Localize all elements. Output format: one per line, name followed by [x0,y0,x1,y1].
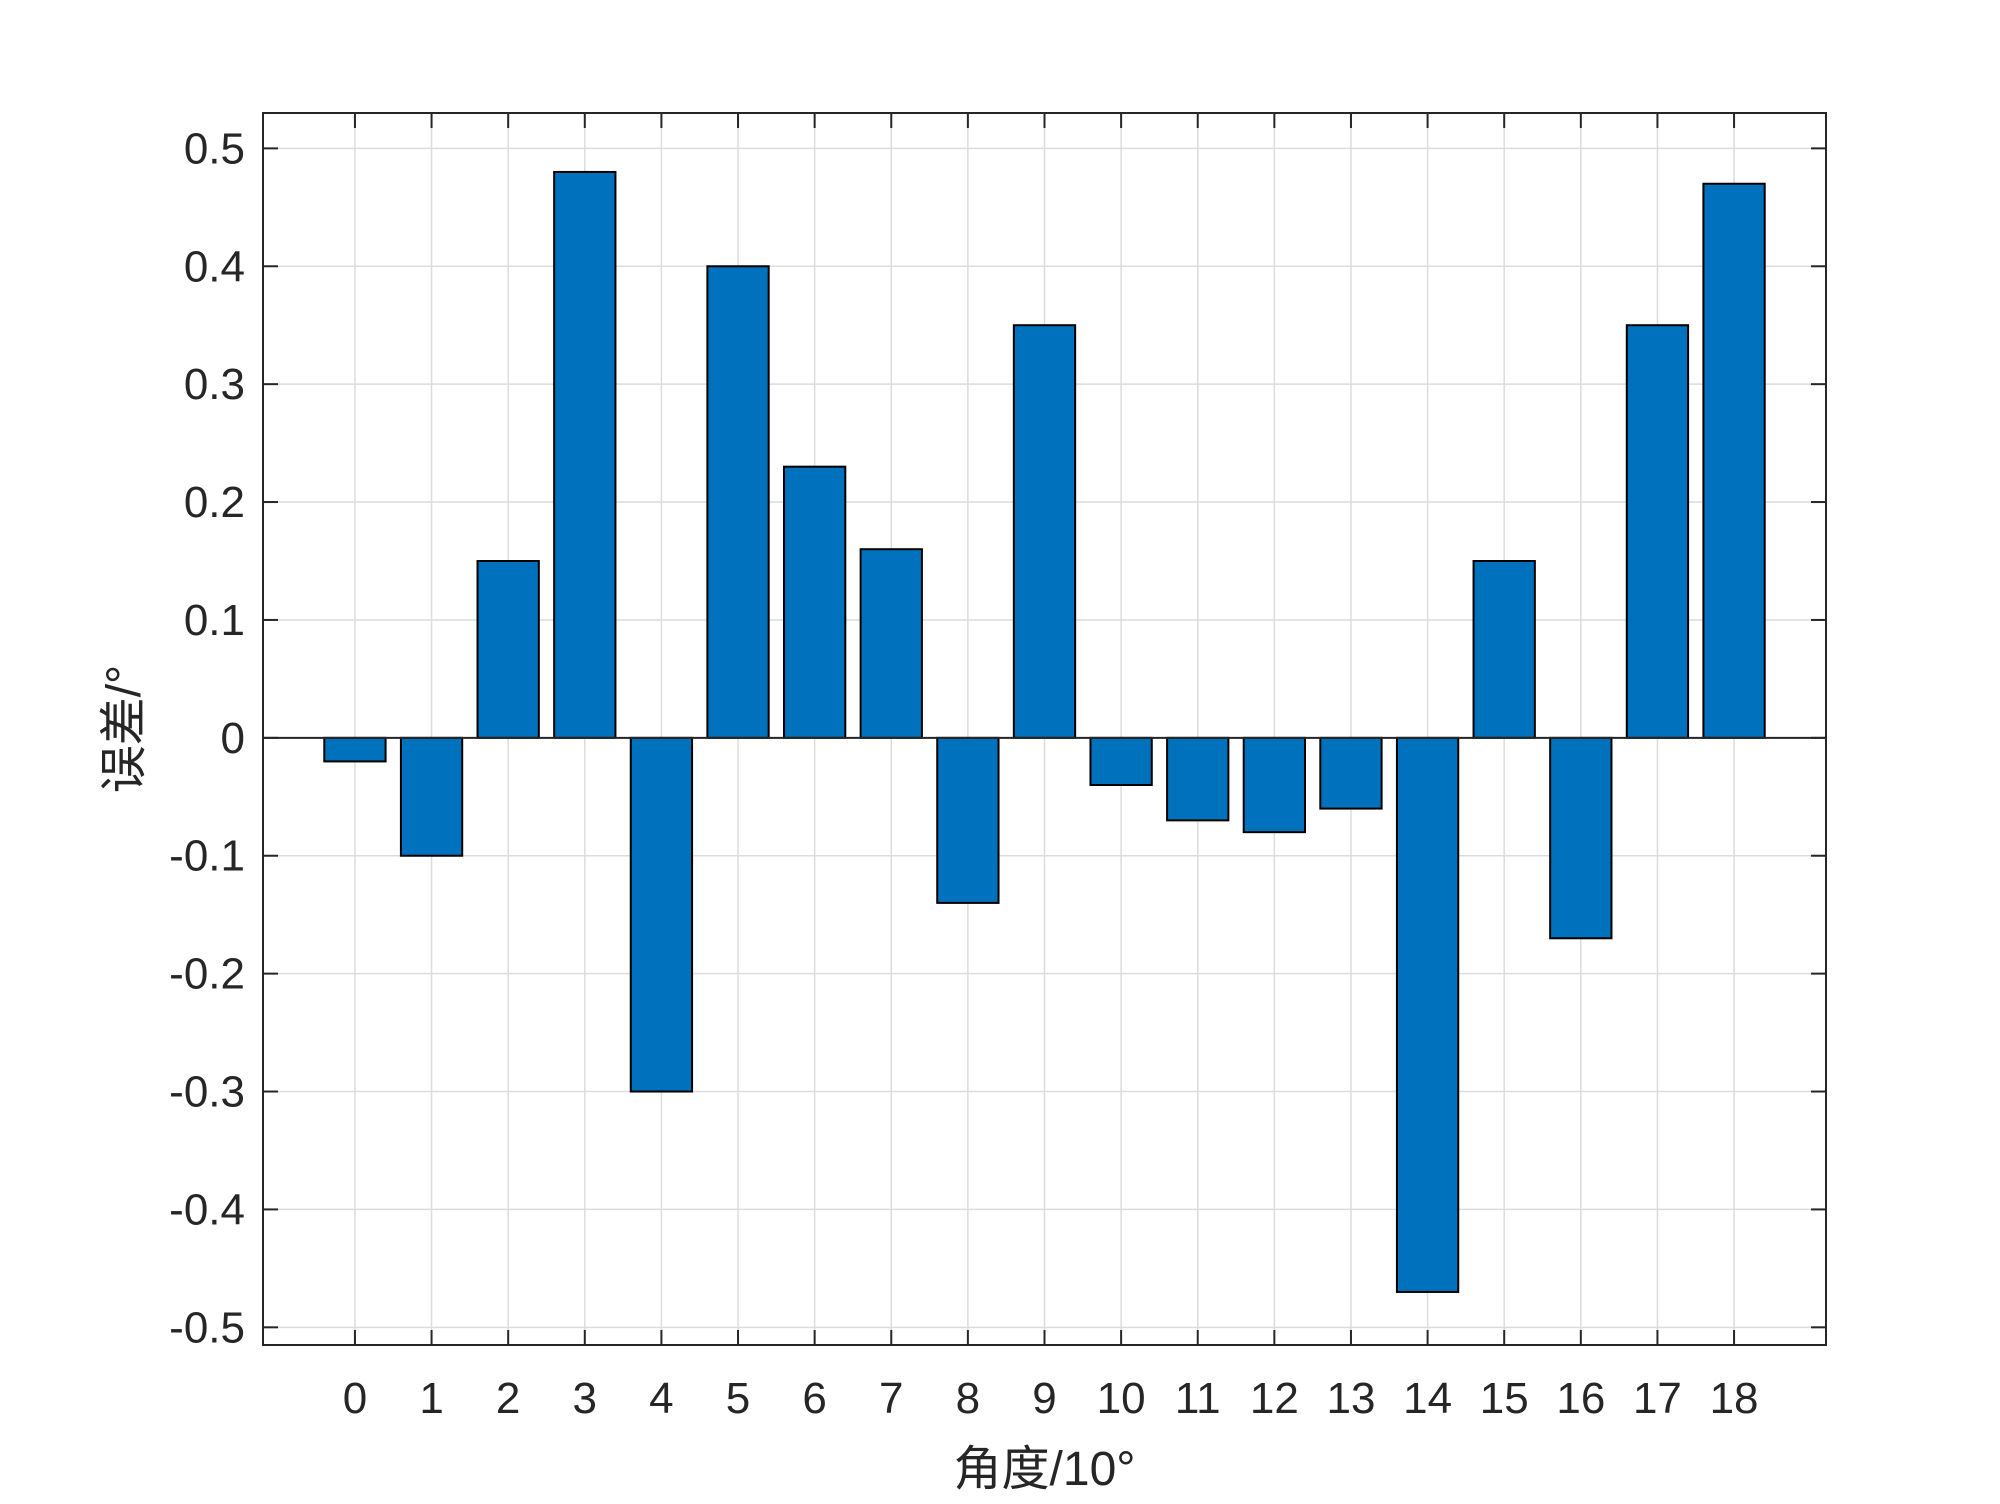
y-tick-label: -0.2 [169,950,245,999]
x-tick-label: 8 [956,1374,980,1423]
bar-10 [1089,736,1153,786]
bar-3 [553,170,617,739]
x-tick-label: 17 [1633,1374,1682,1423]
x-tick-label: 3 [573,1374,597,1423]
x-tick-label: 18 [1710,1374,1759,1423]
x-tick-label: 15 [1480,1374,1529,1423]
x-tick-label: 6 [802,1374,826,1423]
y-tick-label: 0.4 [184,242,245,291]
bar-8 [936,736,1000,904]
bar-7 [859,548,923,739]
bar-15 [1472,560,1536,739]
y-tick-label: 0.3 [184,360,245,409]
bar-17 [1625,324,1690,739]
y-tick-label: -0.1 [169,832,245,881]
x-tick-label: 5 [726,1374,750,1423]
bar-16 [1549,736,1613,940]
bar-13 [1319,736,1383,810]
y-tick-label: -0.5 [169,1303,245,1352]
bar-14 [1395,736,1460,1293]
x-tick-label: 10 [1097,1374,1146,1423]
bar-1 [399,736,464,857]
bar-layer [323,170,1766,1293]
x-tick-label: 11 [1175,1374,1221,1423]
x-tick-label: 14 [1403,1374,1452,1423]
x-tick-label: 16 [1556,1374,1605,1423]
bar-5 [706,265,770,739]
y-tick-label: -0.4 [169,1185,245,1234]
y-axis-label: 误差/° [98,665,151,794]
x-tick-label: 7 [879,1374,903,1423]
y-tick-label: 0.5 [184,124,245,173]
bar-18 [1702,182,1766,739]
x-axis-label: 角度/10° [954,1443,1136,1496]
y-tick-label: 0.2 [184,478,245,527]
x-tick-label: 2 [496,1374,520,1423]
axis-layer: -0.5-0.4-0.3-0.2-0.100.10.20.30.40.50 1 2 3… [169,112,1827,1423]
bar-6 [783,465,847,739]
x-tick-label: 1 [419,1374,443,1423]
x-tick-label: 12 [1250,1374,1299,1423]
bar-9 [1012,324,1077,739]
bar-12 [1242,736,1307,834]
y-tick-label: -0.3 [169,1068,245,1117]
bar-11 [1166,736,1230,822]
x-tick-label: 4 [649,1374,673,1423]
y-tick-label: 0 [221,714,245,763]
label-layer: 角度/10° 误差/° [98,665,1135,1496]
y-tick-label: 0.1 [184,596,245,645]
x-tick-label: 0 [343,1374,367,1423]
bar-2 [476,560,540,739]
bar-0 [323,736,387,763]
bar-4 [629,736,694,1093]
x-tick-label: 13 [1326,1374,1375,1423]
x-tick-label: 9 [1032,1374,1056,1423]
